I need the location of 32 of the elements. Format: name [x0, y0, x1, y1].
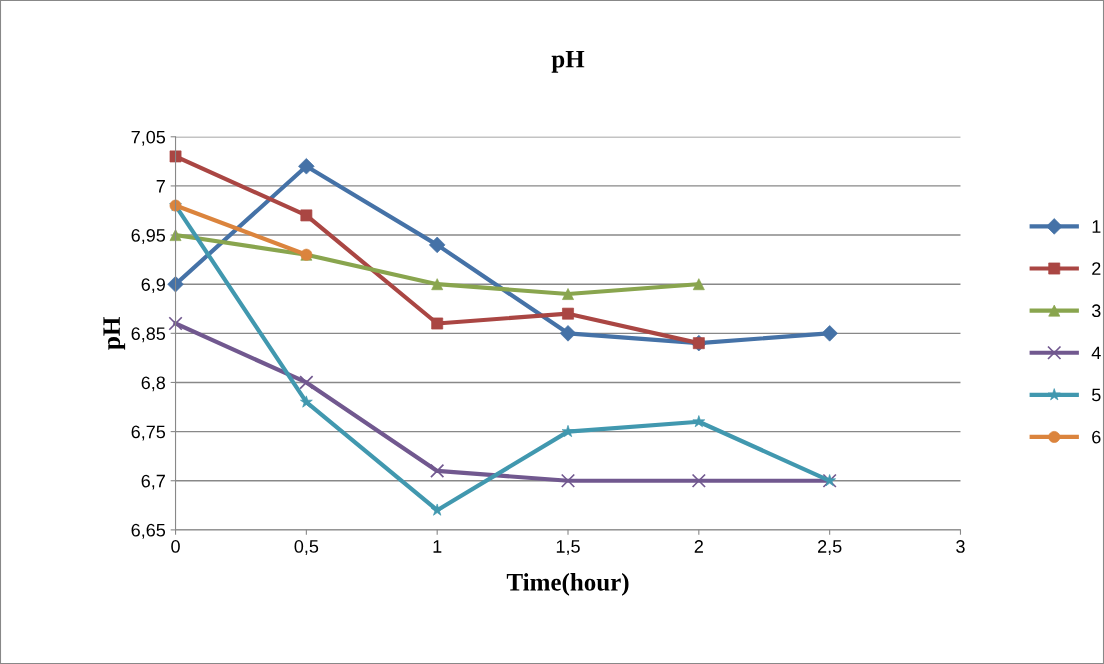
x-tick-label: 2 — [694, 540, 703, 553]
y-axis-title: pH — [103, 317, 126, 350]
point — [299, 375, 314, 390]
point — [691, 473, 706, 488]
legend-label: 1 — [1092, 220, 1101, 233]
x-tick-label: 3 — [956, 540, 965, 553]
y-tick-label: 6,8 — [141, 376, 166, 392]
legend-label: 6 — [1092, 430, 1101, 444]
x-tick-label: 0 — [171, 540, 180, 553]
y-tick-label: 6,95 — [131, 228, 166, 244]
chart-title: pH — [551, 50, 585, 73]
x-tick-label: 0,5 — [294, 540, 319, 555]
point — [430, 463, 445, 478]
x-tick-label: 2,5 — [818, 540, 842, 555]
legend-label: 5 — [1091, 388, 1101, 402]
legend-label: 3 — [1091, 304, 1101, 318]
point — [562, 288, 574, 300]
point — [562, 307, 574, 320]
point — [168, 316, 183, 331]
y-tick-label: 6,7 — [141, 474, 165, 490]
y-tick-label: 6,9 — [141, 278, 165, 294]
x-axis-title: Time(hour) — [506, 573, 629, 596]
y-tick-label: 6,85 — [131, 327, 166, 343]
legend-label: 4 — [1091, 346, 1101, 360]
x-tick-label: 1 — [433, 540, 442, 553]
y-tick-label: 6,75 — [131, 425, 166, 441]
y-tick-label: 6,65 — [131, 523, 166, 539]
legend-label: 2 — [1092, 262, 1101, 275]
point — [560, 473, 576, 488]
x-tick-label: 1,5 — [556, 540, 580, 555]
y-tick-label: 7 — [156, 180, 165, 193]
y-tick-label: 7,05 — [131, 130, 166, 146]
